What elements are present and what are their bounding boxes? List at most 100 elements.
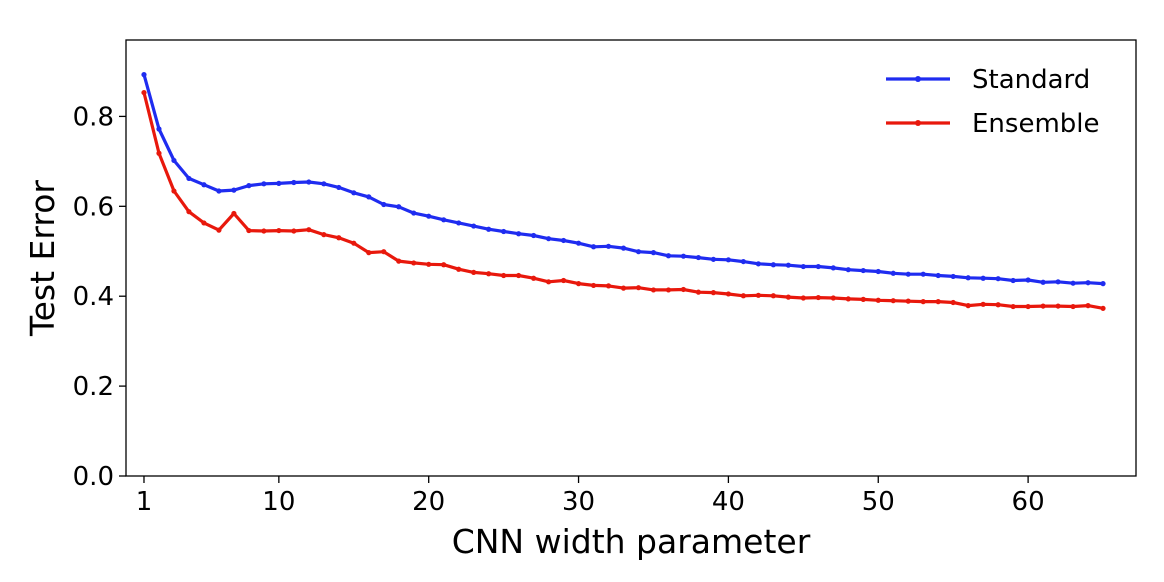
data-point-standard — [366, 194, 372, 200]
data-point-standard — [845, 267, 851, 273]
data-point-standard — [456, 220, 462, 226]
x-tick-label: 30 — [562, 487, 595, 517]
ticks-layer: 1 10 20 30 40 50 60 0.0 0.2 0.4 0.6 0.8 — [73, 102, 1045, 517]
data-point-standard — [336, 184, 342, 191]
data-point-standard — [920, 271, 926, 277]
data-point-ensemble — [875, 297, 881, 303]
data-point-ensemble — [935, 299, 941, 305]
data-point-ensemble — [770, 293, 776, 299]
data-point-ensemble — [785, 294, 791, 300]
data-point-ensemble — [560, 277, 567, 284]
legend: Standard Ensemble — [886, 65, 1100, 139]
data-point-ensemble — [366, 250, 372, 256]
data-point-ensemble — [426, 261, 432, 267]
data-point-standard — [875, 268, 881, 275]
data-point-standard — [321, 181, 327, 187]
data-point-ensemble — [545, 279, 552, 285]
data-point-standard — [605, 243, 612, 249]
data-point-standard — [381, 201, 387, 208]
plot-layer — [141, 72, 1106, 311]
data-point-ensemble — [411, 260, 417, 266]
x-axis-label: CNN width parameter — [452, 522, 811, 561]
data-point-ensemble — [650, 287, 657, 293]
data-point-standard — [426, 213, 432, 219]
data-point-ensemble — [516, 272, 522, 279]
data-point-ensemble — [1070, 303, 1076, 310]
y-tick-label: 0.0 — [73, 462, 114, 492]
data-point-ensemble — [186, 209, 192, 215]
data-point-standard — [1100, 281, 1106, 287]
data-point-ensemble — [246, 227, 252, 234]
data-point-standard — [620, 245, 627, 251]
data-point-standard — [665, 253, 672, 259]
x-tick-label: 20 — [412, 487, 445, 517]
data-point-standard — [980, 275, 986, 281]
data-point-ensemble — [800, 295, 806, 301]
data-point-standard — [1055, 279, 1061, 285]
data-point-ensemble — [890, 298, 896, 304]
data-point-ensemble — [695, 289, 702, 295]
data-point-ensemble — [845, 296, 851, 302]
data-point-ensemble — [905, 298, 911, 304]
data-point-standard — [441, 217, 447, 223]
data-point-ensemble — [201, 220, 207, 226]
x-tick-label: 50 — [862, 487, 895, 517]
data-point-ensemble — [1010, 303, 1016, 310]
data-point-standard — [291, 179, 297, 186]
data-point-standard — [516, 231, 522, 237]
data-point-standard — [246, 183, 252, 189]
data-point-ensemble — [351, 240, 357, 246]
data-point-ensemble — [665, 287, 672, 293]
data-point-ensemble — [381, 249, 387, 255]
data-point-standard — [171, 157, 177, 164]
data-point-standard — [905, 271, 911, 277]
x-tick-label: 40 — [712, 487, 745, 517]
data-point-standard — [680, 253, 687, 259]
data-point-standard — [1010, 277, 1016, 284]
data-point-ensemble — [1040, 303, 1046, 309]
data-point-ensemble — [710, 290, 717, 296]
data-point-ensemble — [156, 150, 162, 156]
data-point-ensemble — [725, 291, 732, 297]
data-point-standard — [545, 236, 552, 242]
data-point-standard — [306, 179, 312, 185]
data-point-ensemble — [755, 292, 761, 298]
data-point-standard — [800, 263, 806, 270]
data-point-standard — [501, 228, 507, 235]
data-point-standard — [560, 237, 567, 244]
data-point-ensemble — [501, 272, 507, 279]
data-point-standard — [530, 232, 537, 239]
data-point-standard — [650, 250, 657, 256]
data-point-standard — [141, 72, 147, 78]
data-point-standard — [755, 261, 761, 267]
series-line-standard — [142, 72, 1105, 286]
legend-label-standard: Standard — [972, 65, 1090, 95]
data-point-standard — [1040, 279, 1046, 285]
plot-frame — [125, 39, 1137, 477]
data-point-ensemble — [1100, 305, 1106, 311]
y-axis-label: Test Error — [23, 180, 62, 337]
data-point-ensemble — [530, 275, 537, 281]
data-point-ensemble — [830, 295, 836, 301]
data-point-standard — [935, 272, 941, 279]
data-point-standard — [635, 249, 642, 255]
data-point-standard — [261, 181, 267, 187]
x-tick-label: 60 — [1012, 487, 1045, 517]
data-point-ensemble — [575, 281, 582, 287]
data-point-standard — [860, 267, 866, 274]
data-point-ensemble — [680, 286, 687, 293]
data-point-ensemble — [261, 228, 267, 234]
data-point-standard — [156, 126, 162, 132]
x-tick-label: 10 — [262, 487, 295, 517]
data-point-ensemble — [441, 262, 447, 268]
data-point-ensemble — [995, 302, 1001, 308]
data-point-ensemble — [920, 299, 926, 305]
y-tick-label: 0.8 — [73, 102, 114, 132]
data-point-ensemble — [321, 232, 327, 238]
data-point-ensemble — [486, 271, 492, 277]
legend-marker-standard — [915, 76, 921, 82]
data-point-ensemble — [1025, 303, 1031, 310]
data-point-ensemble — [635, 285, 642, 291]
data-point-standard — [201, 182, 207, 188]
data-point-ensemble — [216, 227, 222, 233]
